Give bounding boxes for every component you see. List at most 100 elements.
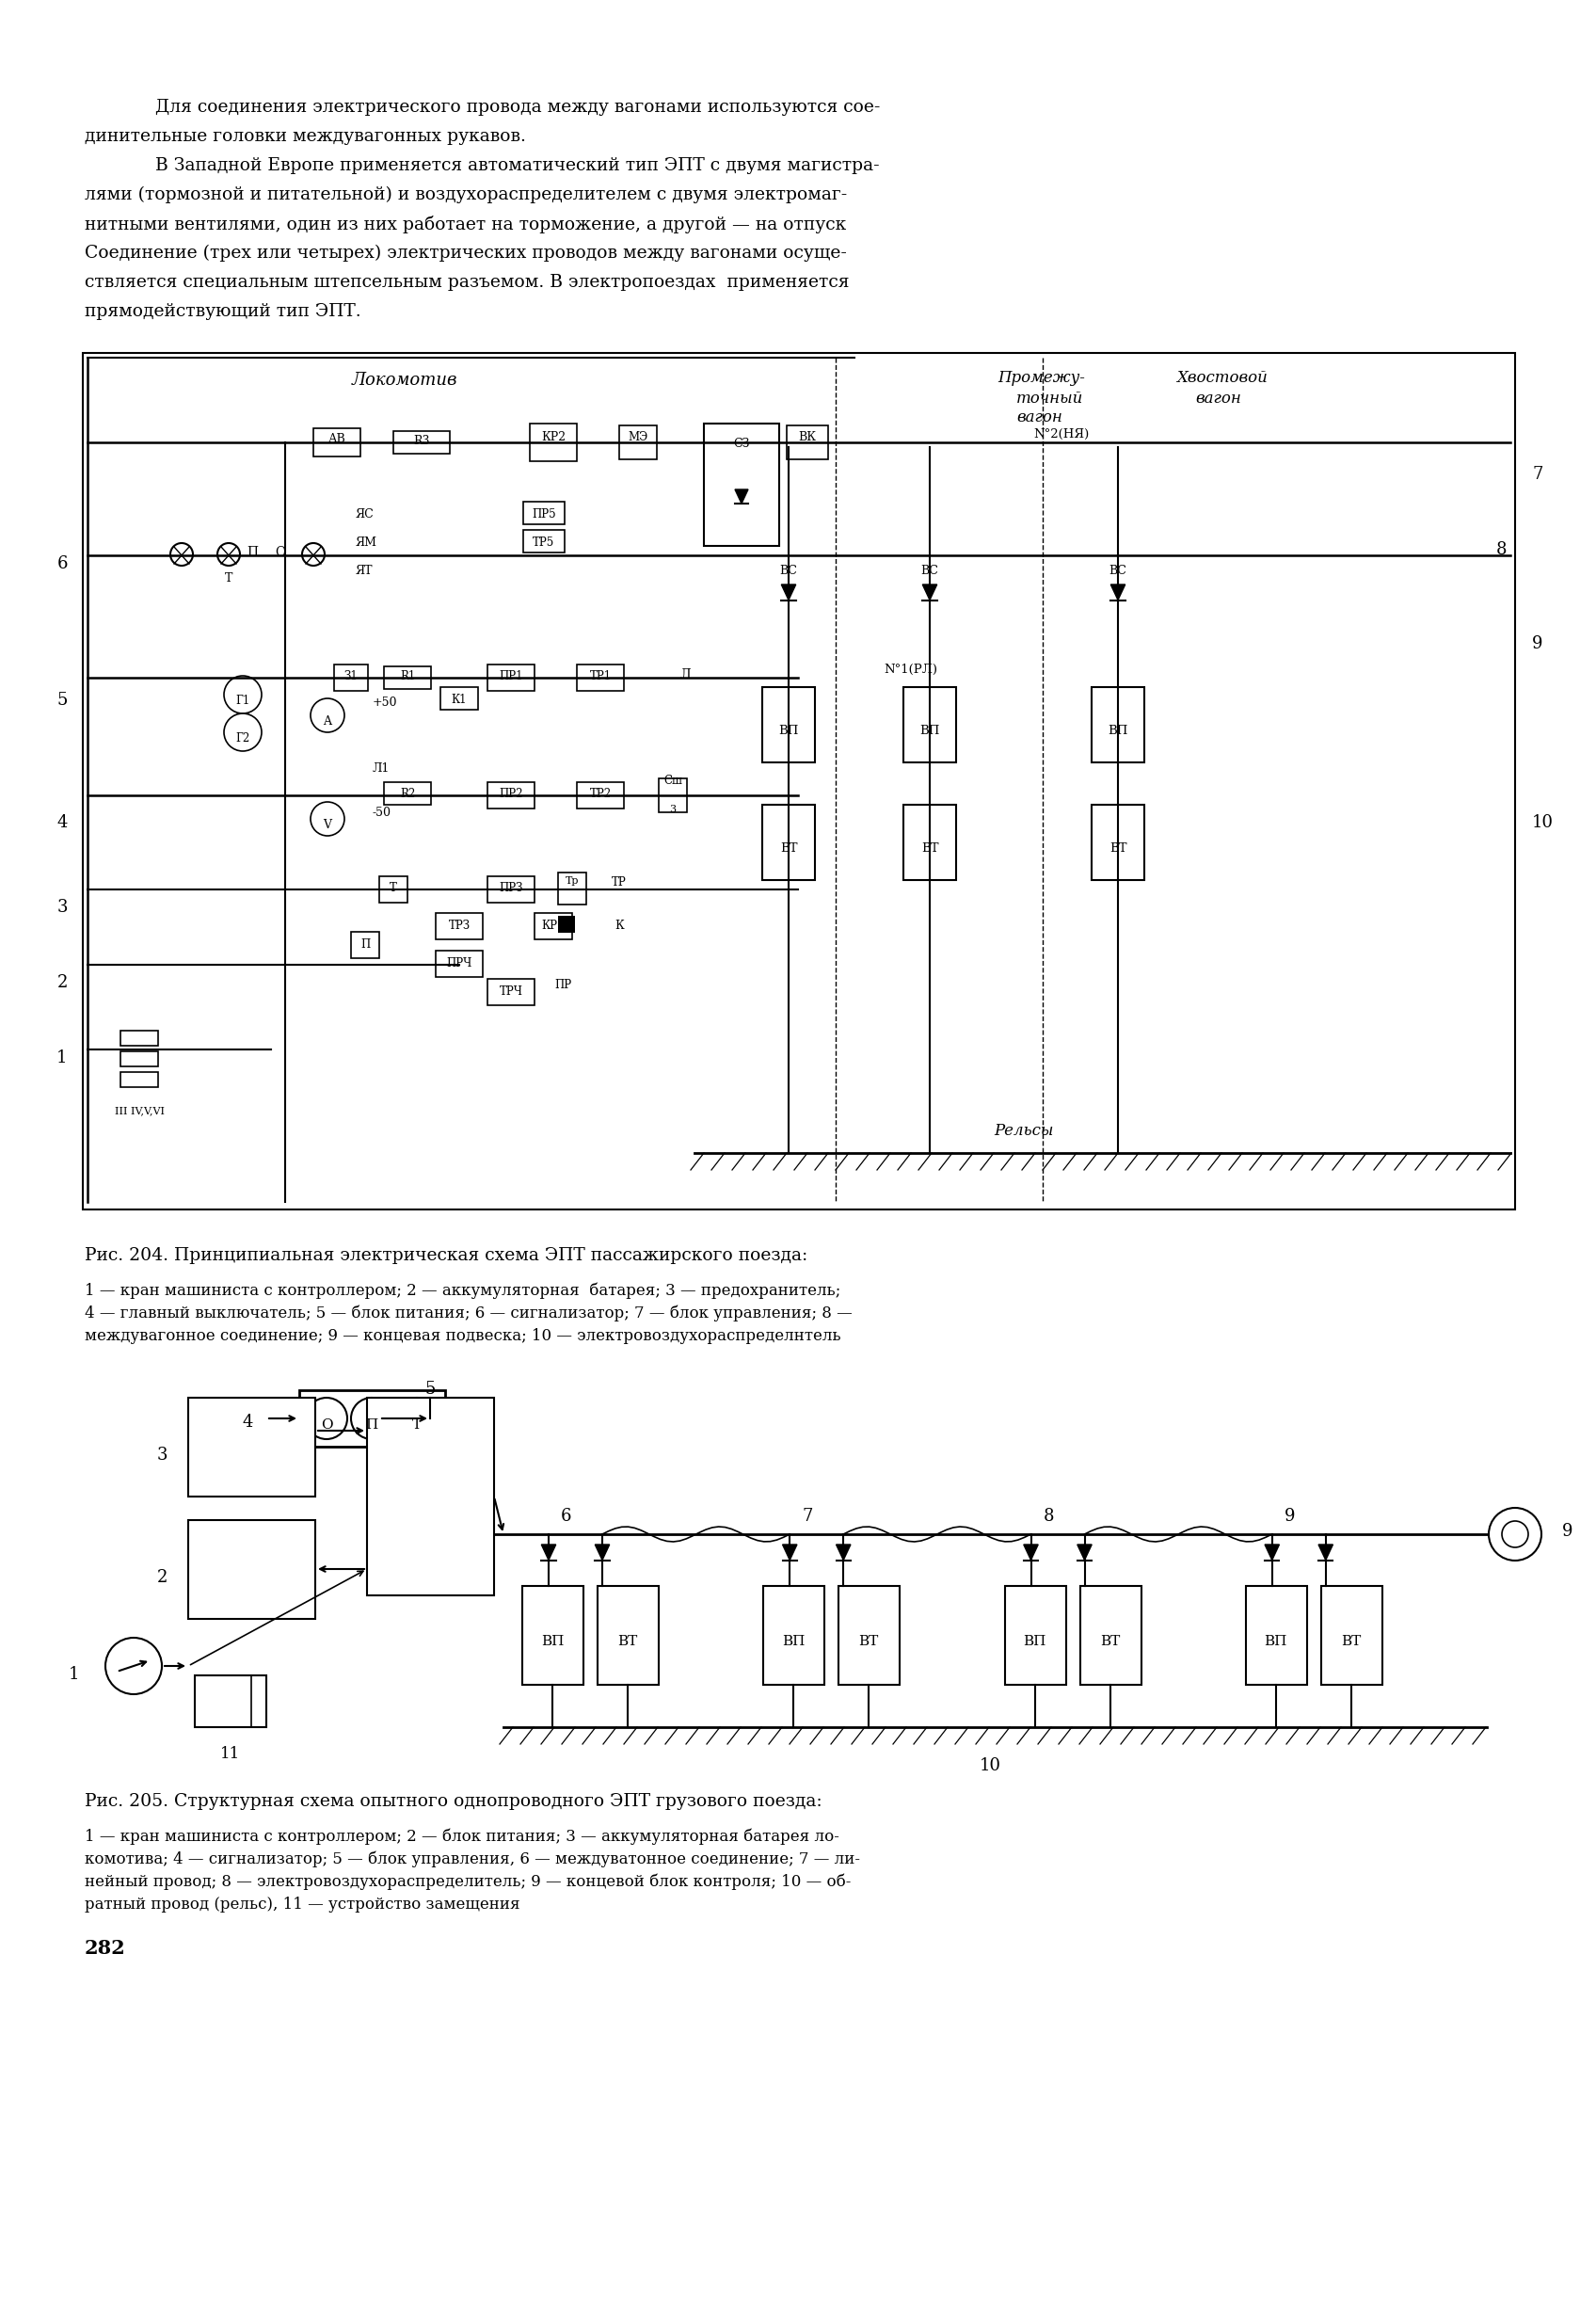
Bar — [787, 425, 828, 460]
Text: АВ: АВ — [329, 432, 346, 446]
Text: 8: 8 — [1042, 1507, 1053, 1526]
Bar — [763, 1586, 825, 1686]
Text: ВТ: ВТ — [859, 1635, 879, 1649]
Polygon shape — [1111, 585, 1125, 599]
Text: 2: 2 — [57, 975, 67, 991]
Bar — [195, 1676, 267, 1728]
Bar — [380, 875, 407, 903]
Text: ВТ: ВТ — [1341, 1635, 1361, 1649]
Text: ВП: ВП — [1023, 1635, 1045, 1649]
Text: О: О — [275, 546, 286, 560]
Text: вагон: вагон — [1195, 390, 1242, 406]
Text: комотива; 4 — сигнализатор; 5 — блок управления, 6 — междуватонное соединение; 7: комотива; 4 — сигнализатор; 5 — блок упр… — [85, 1851, 860, 1867]
Bar — [385, 666, 431, 690]
Bar — [300, 1391, 445, 1447]
Text: R3: R3 — [413, 434, 429, 448]
Text: Рельсы: Рельсы — [994, 1124, 1053, 1138]
Text: +50: +50 — [372, 697, 397, 708]
Circle shape — [217, 543, 239, 567]
Circle shape — [351, 1398, 393, 1440]
Polygon shape — [922, 585, 937, 599]
Text: В Западной Европе применяется автоматический тип ЭПТ с двумя магистра-: В Западной Европе применяется автоматиче… — [155, 158, 879, 174]
Text: 5: 5 — [57, 692, 67, 708]
Text: Промежу-: Промежу- — [998, 369, 1085, 385]
Circle shape — [171, 543, 193, 567]
Text: ТР5: ТР5 — [533, 536, 555, 548]
Text: ЯТ: ЯТ — [356, 564, 373, 576]
Text: 3: 3 — [156, 1447, 168, 1463]
Text: 6: 6 — [560, 1507, 571, 1526]
Text: ЯМ: ЯМ — [356, 536, 377, 548]
Text: нитными вентилями, один из них работает на торможение, а другой — на отпуск: нитными вентилями, один из них работает … — [85, 216, 846, 235]
Text: 2: 2 — [156, 1570, 168, 1586]
Text: 7: 7 — [801, 1507, 812, 1526]
Text: П: П — [361, 938, 370, 950]
Text: ПРЧ: ПРЧ — [447, 957, 472, 971]
Text: ВТ: ВТ — [921, 843, 938, 854]
Bar — [523, 529, 565, 553]
Text: ВС: ВС — [921, 564, 938, 576]
Text: точный: точный — [1017, 390, 1084, 406]
Text: ВТ: ВТ — [618, 1635, 638, 1649]
Bar — [576, 664, 624, 692]
Text: 4: 4 — [243, 1414, 254, 1430]
Text: ПРЗ: ПРЗ — [500, 882, 523, 894]
Bar — [188, 1398, 316, 1498]
Text: Локомотив: Локомотив — [351, 372, 458, 388]
Text: лями (тормозной и питательной) и воздухораспределителем с двумя электромаг-: лями (тормозной и питательной) и воздухо… — [85, 186, 847, 204]
Polygon shape — [541, 1544, 555, 1560]
Text: 11: 11 — [220, 1746, 241, 1762]
Bar — [83, 353, 1515, 1210]
Circle shape — [311, 801, 345, 836]
Polygon shape — [782, 1544, 796, 1560]
Text: Т: Т — [412, 1419, 421, 1433]
Text: Хвостовой: Хвостовой — [1176, 369, 1267, 385]
Text: динительные головки междувагонных рукавов.: динительные головки междувагонных рукаво… — [85, 128, 527, 144]
Text: КР2: КР2 — [541, 432, 565, 444]
Text: R1: R1 — [401, 671, 415, 683]
Text: ПР: ПР — [554, 980, 571, 991]
Text: Сш: Сш — [664, 776, 681, 787]
Bar — [393, 432, 450, 453]
Text: К1: К1 — [452, 694, 468, 706]
Text: 1 — кран машиниста с контроллером; 2 — блок питания; 3 — аккумуляторная батарея : 1 — кран машиниста с контроллером; 2 — б… — [85, 1830, 839, 1846]
Text: ЯС: ЯС — [356, 509, 375, 520]
Text: Г2: Г2 — [236, 731, 251, 745]
Text: ВП: ВП — [541, 1635, 563, 1649]
Polygon shape — [734, 490, 749, 504]
Polygon shape — [836, 1544, 851, 1560]
Text: Л1: Л1 — [372, 762, 389, 776]
Bar — [559, 915, 575, 933]
Text: ТР1: ТР1 — [589, 671, 611, 683]
Text: A: A — [324, 715, 332, 727]
Text: 9: 9 — [1532, 636, 1543, 652]
Text: ВК: ВК — [798, 432, 816, 444]
Bar — [1321, 1586, 1382, 1686]
Bar — [522, 1586, 584, 1686]
Bar — [487, 875, 535, 903]
Text: МЭ: МЭ — [627, 432, 648, 444]
Bar — [659, 778, 686, 813]
Bar — [597, 1586, 659, 1686]
Text: Т: Т — [389, 882, 397, 894]
Bar — [440, 687, 479, 711]
Text: ВП: ВП — [1264, 1635, 1288, 1649]
Text: КР1: КР1 — [543, 920, 565, 931]
Text: 4 — главный выключатель; 5 — блок питания; 6 — сигнализатор; 7 — блок управления: 4 — главный выключатель; 5 — блок питани… — [85, 1305, 852, 1321]
Circle shape — [311, 699, 345, 731]
Text: ТР2: ТР2 — [589, 787, 611, 801]
Bar — [120, 1073, 158, 1087]
Bar — [763, 687, 816, 762]
Circle shape — [223, 713, 262, 750]
Bar — [559, 873, 586, 906]
Bar — [903, 806, 956, 880]
Text: 1 — кран машиниста с контроллером; 2 — аккумуляторная  батарея; 3 — предохраните: 1 — кран машиниста с контроллером; 2 — а… — [85, 1282, 841, 1300]
Bar — [1092, 806, 1144, 880]
Text: ВП: ВП — [782, 1635, 804, 1649]
Bar — [523, 502, 565, 525]
Circle shape — [306, 1398, 348, 1440]
Bar — [1246, 1586, 1307, 1686]
Polygon shape — [1264, 1544, 1280, 1560]
Bar — [436, 950, 482, 978]
Text: 282: 282 — [85, 1939, 126, 1957]
